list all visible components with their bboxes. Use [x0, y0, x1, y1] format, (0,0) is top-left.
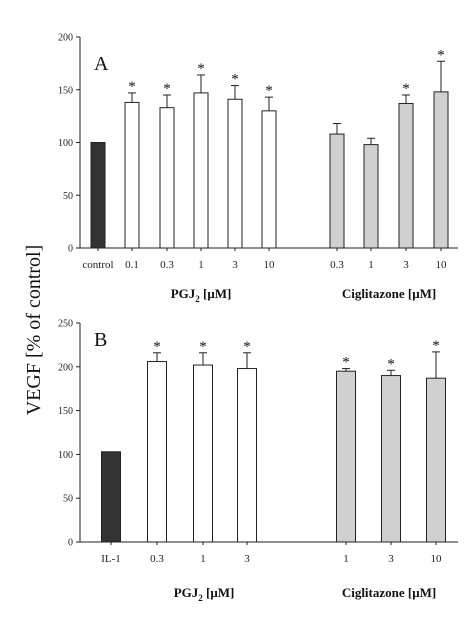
- bar: [433, 91, 449, 249]
- y-tick-label: 150: [58, 406, 73, 417]
- panel-b: 0 50 100 150 200 250 IL-1 * 0.3 * 1 * 3 * 1 * 3 * 10 B PGJ2 …: [58, 319, 458, 603]
- bar: [90, 142, 106, 249]
- bar: [381, 375, 401, 543]
- x-tick-label: 1: [368, 259, 374, 271]
- bar: [124, 101, 140, 249]
- significance-star: *: [128, 79, 136, 95]
- significance-star: *: [432, 338, 440, 354]
- significance-star: *: [387, 356, 395, 372]
- bar: [336, 370, 356, 543]
- x-tick-label: 1: [200, 553, 206, 565]
- y-tick-label: 0: [68, 538, 73, 549]
- significance-star: *: [342, 355, 350, 371]
- x-tick-label: 0.3: [160, 259, 174, 271]
- x-tick-label: 10: [431, 553, 443, 565]
- y-tick-label: 200: [58, 362, 73, 373]
- bar: [363, 144, 379, 249]
- group-label: PGJ2 [μM]: [171, 286, 232, 304]
- significance-star: *: [153, 339, 161, 355]
- x-tick-label: 0.1: [125, 259, 139, 271]
- significance-star: *: [231, 72, 239, 88]
- x-tick-label: 0.3: [150, 553, 164, 565]
- y-tick-label: 50: [63, 191, 73, 202]
- bar: [398, 102, 414, 249]
- y-tick-label: 0: [68, 244, 73, 255]
- significance-star: *: [199, 339, 207, 355]
- bar: [426, 377, 446, 543]
- group-label: Ciglitazone [μM]: [342, 286, 436, 301]
- bar: [101, 451, 121, 543]
- x-tick-label: IL-1: [101, 553, 121, 565]
- y-tick-label: 250: [58, 319, 73, 330]
- significance-star: *: [437, 47, 445, 63]
- bar: [193, 364, 213, 543]
- significance-star: *: [197, 61, 205, 77]
- y-tick-label: 50: [63, 494, 73, 505]
- x-tick-label: 3: [403, 259, 409, 271]
- x-tick-label: 0.3: [330, 259, 344, 271]
- y-tick-label: 150: [58, 85, 73, 96]
- x-tick-label: control: [82, 259, 113, 271]
- y-axis-label: VEGF [% of control]: [23, 245, 45, 416]
- bar: [159, 107, 175, 249]
- significance-star: *: [243, 339, 251, 355]
- x-tick-label: 3: [388, 553, 394, 565]
- bar: [261, 110, 277, 249]
- bar: [147, 361, 167, 543]
- significance-star: *: [265, 83, 273, 99]
- bar: [329, 133, 345, 249]
- x-tick-label: 10: [436, 259, 448, 271]
- group-label: PGJ2 [μM]: [174, 585, 235, 603]
- panel-letter: B: [94, 329, 107, 351]
- y-tick-label: 100: [58, 138, 73, 149]
- significance-star: *: [163, 81, 171, 97]
- bar: [237, 368, 257, 543]
- x-tick-label: 1: [198, 259, 204, 271]
- x-tick-label: 3: [244, 553, 250, 565]
- y-tick-label: 100: [58, 450, 73, 461]
- x-tick-label: 1: [343, 553, 349, 565]
- x-tick-label: 10: [264, 259, 276, 271]
- x-tick-label: 3: [232, 259, 238, 271]
- bar: [227, 98, 243, 249]
- bar: [193, 92, 209, 249]
- y-tick-label: 200: [58, 33, 73, 44]
- group-label: Ciglitazone [μM]: [342, 585, 436, 600]
- panel-letter: A: [94, 53, 109, 75]
- panel-a: 0 50 100 150 200 control * 0.1 * 0.3 * 1 * 3 * 10 0.3 1 * 3…: [58, 33, 458, 304]
- significance-star: *: [402, 81, 410, 97]
